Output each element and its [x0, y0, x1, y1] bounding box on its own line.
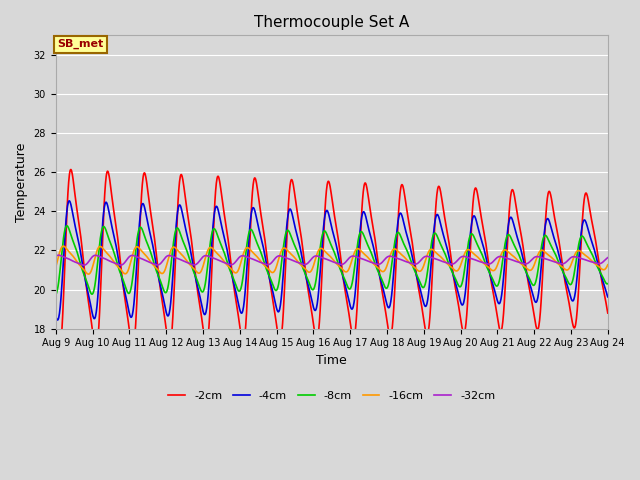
-32cm: [604, 255, 612, 261]
-8cm: [604, 281, 612, 287]
-8cm: [118, 273, 125, 278]
-8cm: [298, 262, 305, 268]
-16cm: [367, 258, 374, 264]
-4cm: [65, 198, 73, 204]
-8cm: [95, 248, 102, 253]
-32cm: [95, 253, 103, 259]
-4cm: [54, 317, 61, 323]
-2cm: [52, 330, 60, 336]
-16cm: [604, 262, 612, 268]
Title: Thermocouple Set A: Thermocouple Set A: [254, 15, 410, 30]
Line: -8cm: -8cm: [56, 226, 608, 295]
-2cm: [604, 310, 612, 316]
-8cm: [287, 231, 294, 237]
-16cm: [298, 263, 306, 269]
-8cm: [367, 248, 374, 253]
-8cm: [52, 292, 60, 298]
X-axis label: Time: Time: [316, 354, 347, 367]
-4cm: [52, 313, 60, 319]
Text: SB_met: SB_met: [58, 39, 104, 49]
-2cm: [287, 179, 294, 184]
-2cm: [298, 240, 306, 246]
-2cm: [55, 348, 63, 354]
-8cm: [63, 223, 70, 228]
-16cm: [95, 244, 103, 250]
-4cm: [298, 255, 306, 261]
-4cm: [308, 299, 316, 305]
Line: -2cm: -2cm: [56, 169, 608, 351]
-32cm: [118, 262, 125, 268]
-4cm: [287, 207, 294, 213]
-2cm: [367, 210, 374, 216]
-2cm: [67, 167, 75, 172]
-4cm: [118, 275, 125, 281]
-2cm: [118, 271, 125, 277]
-8cm: [308, 286, 316, 292]
-32cm: [287, 257, 294, 263]
Line: -32cm: -32cm: [56, 255, 608, 265]
-4cm: [604, 294, 612, 300]
-2cm: [308, 312, 316, 317]
-16cm: [287, 251, 294, 257]
Y-axis label: Temperature: Temperature: [15, 142, 28, 222]
-32cm: [55, 252, 63, 258]
Line: -4cm: -4cm: [56, 201, 608, 320]
-16cm: [118, 268, 125, 274]
-16cm: [60, 243, 67, 249]
-16cm: [308, 266, 316, 272]
-32cm: [80, 262, 88, 268]
-16cm: [52, 264, 60, 270]
-2cm: [95, 316, 103, 322]
Line: -16cm: -16cm: [56, 246, 608, 274]
-32cm: [308, 255, 316, 261]
-16cm: [84, 271, 92, 277]
-4cm: [367, 233, 374, 239]
-32cm: [52, 253, 60, 259]
-4cm: [95, 273, 103, 279]
-32cm: [367, 259, 374, 265]
-32cm: [298, 261, 306, 267]
Legend: -2cm, -4cm, -8cm, -16cm, -32cm: -2cm, -4cm, -8cm, -16cm, -32cm: [164, 386, 500, 405]
